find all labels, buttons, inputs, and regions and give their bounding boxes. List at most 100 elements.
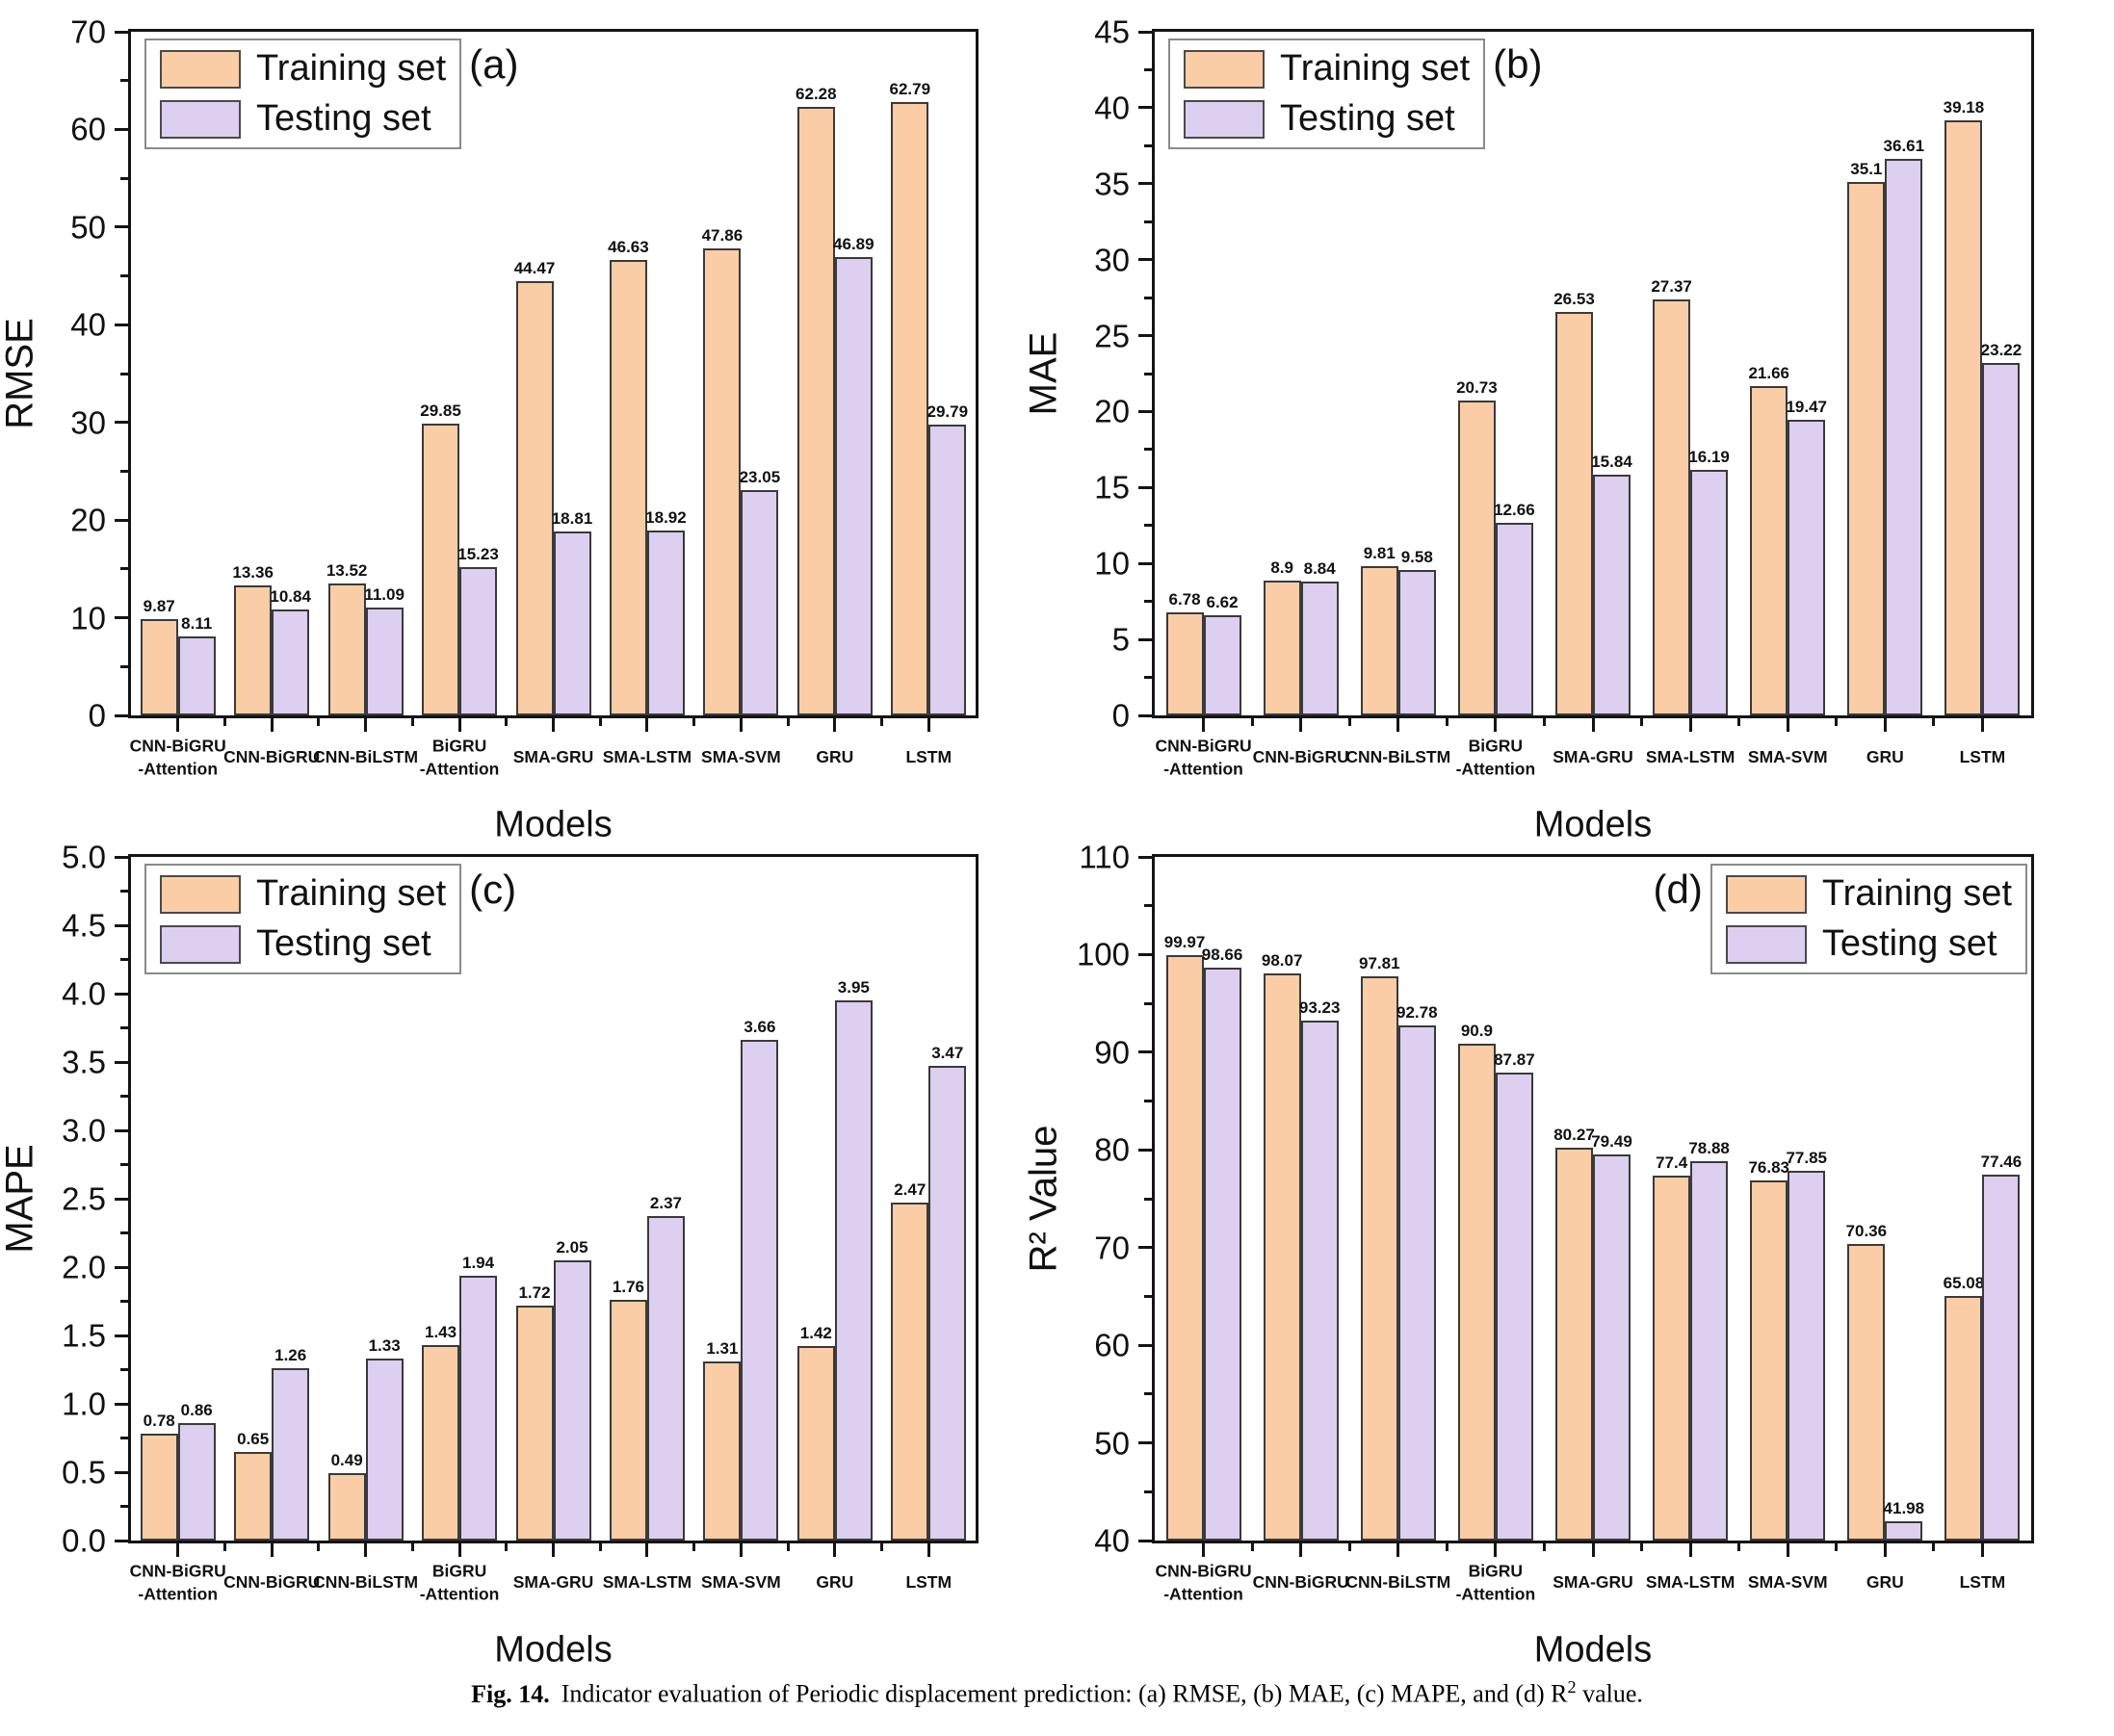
x-minor-tick <box>1835 718 1839 726</box>
panel-b-plot-area: 0 5 10 15 20 25 30 35 40 45 6.78 8.9 9.81 20.73 26.53 2… <box>1023 16 2034 845</box>
bar-testing-CNN-BiLSTM <box>365 1359 404 1541</box>
y-minor-tick <box>120 1437 128 1439</box>
x-minor-tick <box>505 1543 509 1551</box>
legend-item-testing: Testing set <box>160 98 446 141</box>
bar-testing-BiGRU-Attention <box>459 566 498 715</box>
y-minor-tick <box>1144 296 1152 299</box>
y-major-tick <box>1138 409 1152 413</box>
training-swatch <box>160 49 241 89</box>
y-minor-tick <box>120 567 128 571</box>
y-minor-tick <box>120 1300 128 1303</box>
x-major-tick <box>270 1543 274 1557</box>
category-label-SMA-LSTM: SMA-LSTM <box>602 747 692 767</box>
x-major-tick <box>364 718 368 732</box>
category-label-CNN-BiLSTM: CNN-BiLSTM <box>1345 1572 1451 1593</box>
x-major-tick <box>1396 1543 1400 1557</box>
y-tick-label: 2.0 <box>62 1249 106 1285</box>
x-minor-tick <box>410 718 414 726</box>
bar-value-label: 46.63 <box>608 238 649 257</box>
x-major-tick <box>1494 718 1498 732</box>
category-label-CNN-BiGRU: CNN-BiGRU <box>1252 1572 1349 1593</box>
y-major-tick <box>115 923 128 927</box>
bar-value-label: 76.83 <box>1748 1158 1789 1178</box>
x-minor-tick <box>1737 1543 1741 1551</box>
bar-value-label: 18.92 <box>645 508 687 528</box>
bar-value-label: 27.37 <box>1651 277 1692 297</box>
bar-testing-SMA-LSTM <box>1690 469 1729 715</box>
y-minor-tick <box>1144 1294 1152 1298</box>
panel-letter-b: (b) <box>1493 41 1543 87</box>
bar-value-label: 46.89 <box>833 235 874 254</box>
y-major-tick <box>1138 106 1152 110</box>
caption-body: Indicator evaluation of Periodic displac… <box>561 1679 1568 1708</box>
x-major-tick <box>1202 1543 1206 1557</box>
bar-value-label: 79.49 <box>1591 1132 1632 1152</box>
x-major-tick <box>176 718 180 732</box>
bar-value-label: 78.88 <box>1688 1138 1730 1157</box>
category-label-LSTM: LSTM <box>1959 747 2006 767</box>
bar-testing-LSTM <box>1982 362 2021 715</box>
bar-testing-LSTM <box>928 424 967 715</box>
bar-value-label: 9.58 <box>1400 547 1433 566</box>
y-tick-label: 40 <box>1094 90 1130 126</box>
legend-box: Training set Testing set <box>1709 864 2027 975</box>
bar-value-label: 1.94 <box>462 1253 495 1272</box>
x-minor-tick <box>317 1543 321 1551</box>
y-tick-label: 70 <box>1094 1230 1130 1266</box>
bar-training-CNN-BiGRU <box>1263 973 1301 1541</box>
y-major-tick <box>115 421 128 425</box>
category-label-SMA-SVM: SMA-SVM <box>701 1572 781 1593</box>
legend-label-training: Training set <box>256 48 447 89</box>
y-tick-label: 40 <box>70 306 106 343</box>
y-tick-label: 5.0 <box>62 839 106 875</box>
bar-testing-GRU <box>1885 1520 1923 1541</box>
legend-label-testing: Testing set <box>256 922 431 964</box>
bar-training-SMA-SVM <box>703 1360 742 1541</box>
bar-testing-CNN-BiGRU <box>1300 1021 1339 1541</box>
legend-label-training: Training set <box>256 873 447 914</box>
legend-label-testing: Testing set <box>1280 97 1455 139</box>
x-minor-tick <box>1737 718 1741 726</box>
bar-training-BiGRU-Attention <box>422 1344 460 1541</box>
testing-swatch <box>1184 99 1265 139</box>
y-tick-label: 1.0 <box>62 1386 106 1422</box>
bar-value-label: 2.05 <box>556 1237 588 1257</box>
bar-value-label: 36.61 <box>1883 137 1925 156</box>
bar-training-SMA-GRU <box>515 1305 554 1541</box>
y-tick-label: 10 <box>70 600 106 636</box>
y-axis-label: R² Value <box>1022 1125 1065 1273</box>
y-tick-label: 50 <box>1094 1425 1130 1462</box>
y-major-tick <box>115 225 128 229</box>
bar-value-label: 62.28 <box>796 85 837 104</box>
category-label-GRU: GRU <box>1866 1572 1904 1593</box>
y-major-tick <box>1138 30 1152 34</box>
legend-item-testing: Testing set <box>1725 923 2012 966</box>
bar-value-label: 2.37 <box>649 1194 682 1213</box>
bar-training-SMA-LSTM <box>1653 1175 1691 1541</box>
bar-value-label: 39.18 <box>1943 97 1985 117</box>
y-tick-label: 50 <box>70 209 106 246</box>
bar-training-CNN-BiGRU-Attention <box>140 618 178 715</box>
y-tick-label: 25 <box>1094 318 1130 354</box>
bar-value-label: 13.52 <box>326 560 368 580</box>
category-label-LSTM: LSTM <box>1959 1572 2006 1593</box>
bar-value-label: 9.87 <box>143 596 175 615</box>
y-minor-tick <box>120 176 128 180</box>
bar-testing-SMA-LSTM <box>646 531 685 715</box>
bar-training-GRU <box>1847 182 1886 715</box>
caption-tail: value. <box>1576 1679 1643 1708</box>
y-major-tick <box>1138 334 1152 338</box>
bar-testing-BiGRU-Attention <box>1495 1073 1533 1541</box>
legend-item-testing: Testing set <box>1184 98 1470 141</box>
bar-testing-BiGRU-Attention <box>1495 523 1533 715</box>
bar-training-BiGRU-Attention <box>1457 400 1496 715</box>
bar-testing-CNN-BiLSTM <box>365 607 404 715</box>
y-major-tick <box>115 713 128 717</box>
caption-superscript: 2 <box>1567 1677 1577 1697</box>
y-tick-label: 30 <box>1094 242 1130 278</box>
bar-training-SMA-LSTM <box>609 1300 647 1541</box>
bar-value-label: 6.78 <box>1168 590 1201 609</box>
bar-value-label: 1.33 <box>368 1336 401 1356</box>
bar-training-CNN-BiLSTM <box>327 1473 366 1541</box>
y-major-tick <box>1138 561 1152 565</box>
